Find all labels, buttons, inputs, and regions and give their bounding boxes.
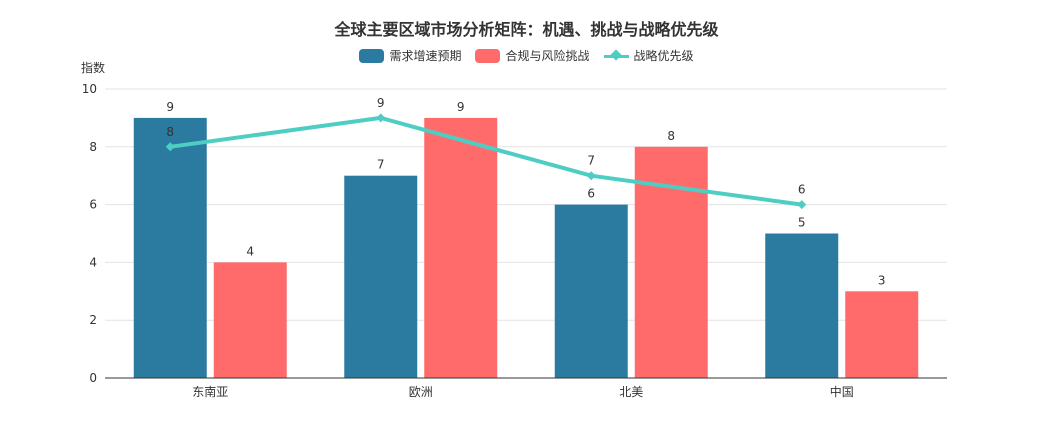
bar-value-label: 9	[457, 100, 465, 114]
bar-value-label: 9	[166, 100, 174, 114]
priority-value-label: 7	[587, 154, 595, 168]
legend-label-priority: 战略优先级	[633, 49, 694, 63]
legend-label-demand: 需求增速预期	[389, 49, 462, 63]
y-tick-label: 8	[89, 140, 97, 154]
bar-value-label: 7	[377, 158, 385, 172]
x-tick-label: 欧洲	[409, 385, 433, 399]
y-tick-label: 10	[82, 82, 97, 96]
legend: 需求增速预期 合规与风险挑战 战略优先级	[0, 47, 1053, 64]
priority-point	[376, 113, 386, 123]
line-layer	[165, 113, 807, 210]
priority-value-label: 8	[166, 125, 174, 139]
bar-value-label: 3	[878, 273, 886, 287]
bar-risk	[845, 291, 919, 378]
legend-label-risk: 合规与风险挑战	[505, 49, 590, 63]
bar-layer	[133, 117, 919, 379]
bar-demand	[554, 204, 628, 378]
legend-item-risk[interactable]: 合规与风险挑战	[475, 47, 590, 64]
x-tick-label: 中国	[830, 384, 854, 399]
y-tick-label: 2	[89, 313, 97, 327]
x-tick-label: 北美	[619, 385, 643, 399]
priority-value-label: 9	[377, 96, 385, 110]
bar-value-label: 5	[798, 216, 806, 230]
bar-risk	[213, 262, 287, 378]
legend-item-demand[interactable]: 需求增速预期	[359, 47, 461, 64]
x-tick-label: 东南亚	[192, 384, 228, 399]
priority-point	[797, 200, 807, 210]
priority-value-label: 6	[798, 183, 806, 197]
y-tick-label: 6	[89, 198, 97, 212]
legend-swatch-demand	[359, 48, 385, 63]
bar-risk	[424, 117, 498, 379]
y-tick-label: 0	[89, 371, 97, 385]
y-tick-label: 4	[89, 255, 97, 269]
y-axis-label: 指数	[81, 60, 105, 75]
bar-value-label: 8	[667, 129, 675, 143]
label-layer: 9 7 6 5 4 9 8 3 8 9 7 6	[166, 96, 885, 287]
legend-swatch-priority	[603, 49, 629, 63]
priority-point	[165, 142, 175, 152]
bar-demand	[765, 233, 839, 378]
priority-point	[586, 171, 596, 181]
legend-swatch-risk	[475, 48, 501, 63]
bar-demand	[344, 175, 418, 378]
priority-line	[169, 115, 803, 207]
bar-value-label: 4	[246, 244, 254, 258]
bar-value-label: 6	[587, 187, 595, 201]
chart-title: 全球主要区域市场分析矩阵：机遇、挑战与战略优先级	[334, 20, 719, 39]
bar-demand	[133, 117, 207, 379]
legend-item-priority[interactable]: 战略优先级	[603, 47, 694, 64]
